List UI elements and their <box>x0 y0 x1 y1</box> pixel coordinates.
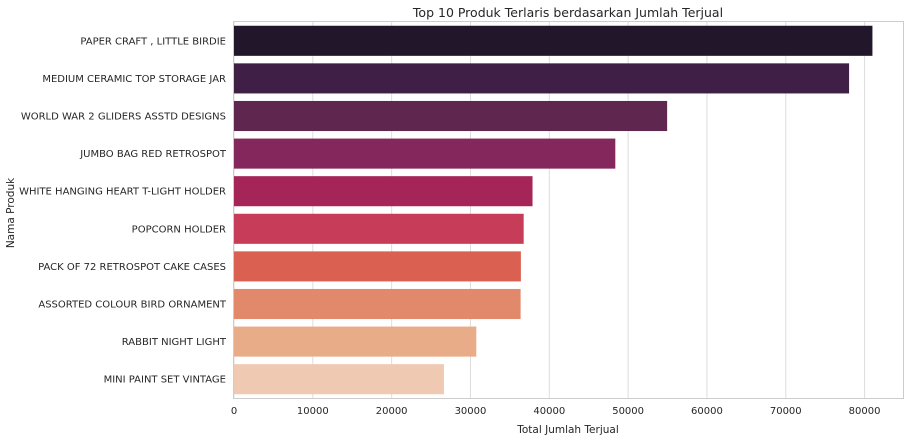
bar <box>234 100 668 132</box>
y-tick-label: WHITE HANGING HEART T-LIGHT HOLDER <box>19 187 226 198</box>
y-tick-label: ASSORTED COLOUR BIRD ORNAMENT <box>38 300 227 311</box>
bar <box>234 251 521 282</box>
y-tick-label: WORLD WAR 2 GLIDERS ASSTD DESIGNS <box>21 112 226 123</box>
x-tick-label: 0 <box>231 406 237 417</box>
y-category-labels: PAPER CRAFT , LITTLE BIRDIE MEDIUM CERAMI… <box>19 36 227 385</box>
y-tick-label: MINI PAINT SET VINTAGE <box>104 375 226 386</box>
bar <box>234 326 477 357</box>
y-tick-label: PACK OF 72 RETROSPOT CAKE CASES <box>38 262 226 273</box>
x-tick-label: 70000 <box>770 406 802 417</box>
bars <box>234 25 873 395</box>
x-tick-label: 10000 <box>297 406 329 417</box>
x-tick-label: 80000 <box>849 406 881 417</box>
y-tick-label: MEDIUM CERAMIC TOP STORAGE JAR <box>42 74 226 85</box>
plot-frame <box>233 21 904 399</box>
y-tick-label: JUMBO BAG RED RETROSPOT <box>79 149 227 160</box>
bar <box>234 288 521 320</box>
y-tick-label: POPCORN HOLDER <box>132 224 226 235</box>
bar <box>234 25 873 56</box>
x-tick-label: 50000 <box>612 406 644 417</box>
y-axis-label: Nama Produk <box>5 177 17 248</box>
x-tick-label: 40000 <box>533 406 565 417</box>
x-axis-label: Total Jumlah Terjual <box>516 424 619 436</box>
bar <box>234 213 524 244</box>
y-tick-label: RABBIT NIGHT LIGHT <box>122 337 227 348</box>
bar <box>234 138 616 169</box>
x-tick-label: 30000 <box>455 406 487 417</box>
x-tick-label: 20000 <box>376 406 408 417</box>
x-tick-label: 60000 <box>691 406 723 417</box>
chart-title: Top 10 Produk Terlaris berdasarkan Jumla… <box>412 5 723 20</box>
bar <box>234 63 850 94</box>
bar <box>234 176 533 207</box>
y-tick-label: PAPER CRAFT , LITTLE BIRDIE <box>80 36 226 47</box>
x-ticks: 0 10000 20000 30000 40000 50000 60000 70000 8000… <box>231 406 881 417</box>
bar <box>234 364 444 395</box>
